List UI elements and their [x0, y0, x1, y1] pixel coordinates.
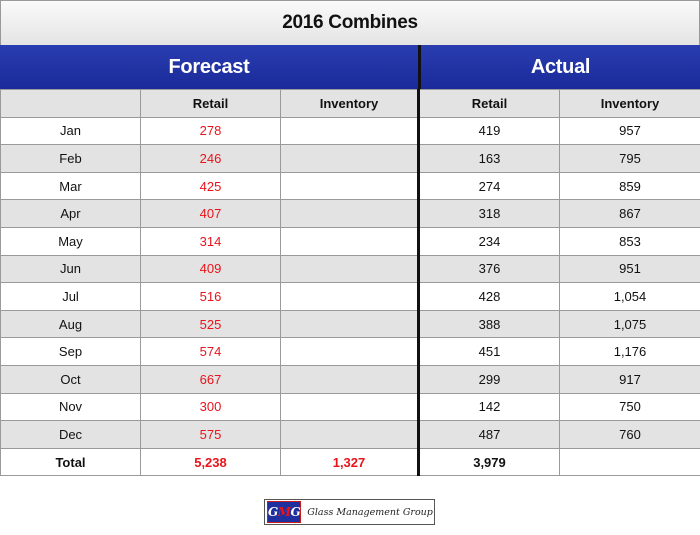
forecast-inventory-cell [280, 199, 419, 228]
actual-retail-cell: 318 [417, 199, 560, 228]
forecast-retail-cell: 278 [140, 116, 281, 146]
total-row: Total 5,238 1,327 3,979 [0, 447, 700, 477]
logo-letter: G [290, 505, 301, 519]
forecast-retail-cell: 575 [140, 420, 281, 449]
forecast-retail-cell: 425 [140, 171, 281, 201]
month-cell: Oct [0, 364, 141, 394]
month-cell: Jun [0, 254, 141, 284]
actual-retail-cell: 451 [417, 337, 560, 366]
forecast-inventory-cell [280, 337, 419, 366]
table-title: 2016 Combines [0, 0, 700, 46]
actual-retail-cell: 142 [417, 392, 560, 422]
forecast-inventory-cell [280, 254, 419, 284]
forecast-retail-cell: 574 [140, 337, 281, 366]
total-forecast-retail: 5,238 [140, 447, 281, 477]
actual-retail-cell: 163 [417, 144, 560, 173]
table-row: Dec 575 487 760 [0, 420, 700, 449]
total-label: Total [0, 447, 141, 477]
actual-inventory-header: Inventory [559, 89, 700, 118]
actual-inventory-cell: 853 [559, 226, 700, 256]
forecast-retail-header: Retail [140, 89, 281, 118]
actual-section-header: Actual [421, 45, 700, 89]
forecast-inventory-cell [280, 282, 419, 311]
forecast-inventory-cell [280, 309, 419, 339]
month-cell: Jan [0, 116, 141, 146]
forecast-retail-cell: 314 [140, 226, 281, 256]
forecast-retail-cell: 525 [140, 309, 281, 339]
actual-inventory-cell: 951 [559, 254, 700, 284]
actual-retail-cell: 376 [417, 254, 560, 284]
actual-retail-cell: 428 [417, 282, 560, 311]
forecast-inventory-cell [280, 392, 419, 422]
table-row: Jun 409 376 951 [0, 254, 700, 284]
actual-inventory-cell: 1,176 [559, 337, 700, 366]
table-row: Sep 574 451 1,176 [0, 337, 700, 366]
logo-letter: M [277, 505, 291, 519]
actual-inventory-cell: 917 [559, 364, 700, 394]
actual-retail-cell: 299 [417, 364, 560, 394]
month-cell: Jul [0, 282, 141, 311]
forecast-retail-cell: 516 [140, 282, 281, 311]
forecast-retail-cell: 407 [140, 199, 281, 228]
total-actual-retail: 3,979 [417, 447, 560, 477]
table-row: Nov 300 142 750 [0, 392, 700, 422]
total-forecast-inventory: 1,327 [280, 447, 419, 477]
table-row: Jan 278 419 957 [0, 116, 700, 146]
month-cell: Apr [0, 199, 141, 228]
month-cell: Feb [0, 144, 141, 173]
actual-inventory-cell: 1,075 [559, 309, 700, 339]
column-header-row: Retail Inventory Retail Inventory [0, 89, 700, 118]
forecast-inventory-header: Inventory [280, 89, 419, 118]
month-cell: Dec [0, 420, 141, 449]
forecast-inventory-cell [280, 144, 419, 173]
table-row: Mar 425 274 859 [0, 171, 700, 201]
table-row: May 314 234 853 [0, 226, 700, 256]
actual-inventory-cell: 1,054 [559, 282, 700, 311]
table-body: Jan 278 419 957 Feb 246 163 795 Mar 425 274 859 Apr 4… [0, 116, 700, 449]
table-row: Oct 667 299 917 [0, 364, 700, 394]
forecast-section-header: Forecast [0, 45, 418, 89]
data-table: Retail Inventory Retail Inventory Jan 278… [0, 89, 700, 477]
month-column-header [0, 89, 141, 118]
month-cell: Aug [0, 309, 141, 339]
month-cell: Nov [0, 392, 141, 422]
actual-inventory-cell: 760 [559, 420, 700, 449]
forecast-inventory-cell [280, 420, 419, 449]
actual-inventory-cell: 750 [559, 392, 700, 422]
month-cell: Mar [0, 171, 141, 201]
actual-inventory-cell: 867 [559, 199, 700, 228]
total-actual-inventory [559, 447, 700, 477]
forecast-retail-cell: 300 [140, 392, 281, 422]
actual-retail-header: Retail [417, 89, 560, 118]
forecast-retail-cell: 667 [140, 364, 281, 394]
logo-letter: G [268, 505, 278, 519]
forecast-inventory-cell [280, 116, 419, 146]
section-header-row: Forecast Actual [0, 45, 700, 89]
forecast-retail-cell: 409 [140, 254, 281, 284]
forecast-retail-cell: 246 [140, 144, 281, 173]
actual-inventory-cell: 795 [559, 144, 700, 173]
table-row: Feb 246 163 795 [0, 144, 700, 173]
actual-retail-cell: 419 [417, 116, 560, 146]
actual-retail-cell: 274 [417, 171, 560, 201]
forecast-inventory-cell [280, 364, 419, 394]
actual-retail-cell: 388 [417, 309, 560, 339]
section-divider [418, 45, 421, 89]
forecast-inventory-cell [280, 226, 419, 256]
actual-inventory-cell: 859 [559, 171, 700, 201]
month-cell: May [0, 226, 141, 256]
table-row: Jul 516 428 1,054 [0, 282, 700, 311]
month-cell: Sep [0, 337, 141, 366]
actual-inventory-cell: 957 [559, 116, 700, 146]
table-row: Aug 525 388 1,075 [0, 309, 700, 339]
logo-company-name: Glass Management Group [307, 506, 433, 518]
table-row: Apr 407 318 867 [0, 199, 700, 228]
forecast-inventory-cell [280, 171, 419, 201]
actual-retail-cell: 487 [417, 420, 560, 449]
actual-retail-cell: 234 [417, 226, 560, 256]
